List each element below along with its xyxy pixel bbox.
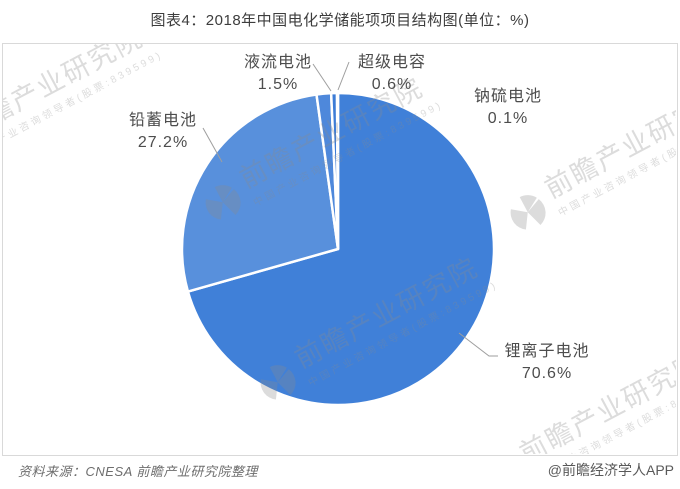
slice-label-value: 27.2%	[137, 134, 189, 151]
pie-slice-锂离子电池	[186, 91, 496, 407]
slice-label-name: 超级电容	[357, 54, 426, 71]
credit-note: @前瞻经济学人APP	[547, 462, 674, 478]
slice-label-flow-battery: 液流电池 1.5%	[220, 52, 336, 96]
slice-label-lead-acid: 铅蓄电池 27.2%	[105, 110, 221, 154]
pie-slices	[180, 91, 496, 407]
slice-label-name: 锂离子电池	[504, 343, 590, 360]
slice-label-name: 钠硫电池	[473, 88, 542, 105]
leader-line-flow-battery	[312, 63, 332, 92]
slice-label-value: 70.6%	[521, 365, 573, 382]
leader-lines	[202, 61, 498, 357]
leader-line-li-ion	[458, 332, 498, 357]
slice-label-value: 1.5%	[257, 76, 299, 93]
slice-label-name: 铅蓄电池	[128, 112, 197, 129]
slice-label-value: 0.6%	[371, 76, 413, 93]
slice-label-value: 0.1%	[487, 110, 529, 127]
plot-area-border	[2, 43, 678, 456]
pie-slice-铅蓄电池	[180, 93, 340, 293]
slice-label-li-ion: 锂离子电池 70.6%	[487, 341, 607, 385]
chart-title: 图表4：2018年中国电化学储能项项目结构图(单位：%)	[150, 12, 530, 29]
source-note: 资料来源：CNESA 前瞻产业研究院整理	[18, 464, 258, 479]
slice-label-name: 液流电池	[243, 54, 312, 71]
slice-label-supercapacitor: 超级电容 0.6%	[334, 52, 450, 96]
slice-label-sodium-sulfur: 钠硫电池 0.1%	[450, 86, 566, 130]
leader-line-supercapacitor	[337, 61, 350, 91]
leader-line-lead-acid	[202, 127, 223, 163]
pie-slice-钠硫电池	[335, 91, 340, 251]
